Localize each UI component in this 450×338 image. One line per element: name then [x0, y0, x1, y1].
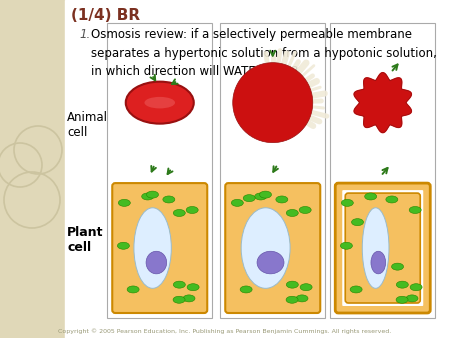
- FancyBboxPatch shape: [112, 183, 207, 313]
- Polygon shape: [354, 73, 411, 132]
- Text: Animal
cell: Animal cell: [67, 111, 108, 139]
- Ellipse shape: [134, 208, 171, 288]
- Ellipse shape: [146, 251, 166, 274]
- Ellipse shape: [409, 207, 421, 214]
- Ellipse shape: [183, 295, 195, 302]
- Bar: [0, 0, 65, 338]
- FancyBboxPatch shape: [342, 190, 423, 306]
- Ellipse shape: [371, 251, 386, 274]
- Ellipse shape: [127, 286, 139, 293]
- Ellipse shape: [173, 296, 185, 303]
- Ellipse shape: [257, 251, 284, 274]
- Ellipse shape: [362, 208, 389, 288]
- Ellipse shape: [187, 284, 199, 291]
- Text: Osmosis review: if a selectively permeable membrane
separates a hypertonic solut: Osmosis review: if a selectively permeab…: [91, 28, 437, 78]
- Ellipse shape: [118, 199, 130, 207]
- Ellipse shape: [350, 286, 362, 293]
- Ellipse shape: [341, 199, 353, 207]
- Ellipse shape: [286, 210, 298, 216]
- Ellipse shape: [392, 263, 404, 270]
- Ellipse shape: [396, 281, 408, 288]
- Ellipse shape: [117, 242, 130, 249]
- Ellipse shape: [186, 207, 198, 214]
- FancyBboxPatch shape: [335, 183, 430, 313]
- FancyBboxPatch shape: [107, 23, 212, 318]
- Text: 1.: 1.: [79, 28, 90, 41]
- Ellipse shape: [300, 284, 312, 291]
- Ellipse shape: [351, 219, 364, 226]
- Ellipse shape: [173, 210, 185, 216]
- Ellipse shape: [296, 295, 308, 302]
- Ellipse shape: [142, 193, 154, 200]
- Ellipse shape: [173, 281, 185, 288]
- Ellipse shape: [243, 195, 255, 202]
- FancyBboxPatch shape: [330, 23, 435, 318]
- Ellipse shape: [410, 284, 422, 291]
- FancyBboxPatch shape: [220, 23, 325, 318]
- Ellipse shape: [286, 296, 298, 303]
- Text: Plant
cell: Plant cell: [67, 226, 104, 254]
- Ellipse shape: [406, 295, 418, 302]
- Ellipse shape: [163, 196, 175, 203]
- Ellipse shape: [286, 281, 298, 288]
- FancyBboxPatch shape: [345, 193, 420, 303]
- Ellipse shape: [340, 242, 352, 249]
- Ellipse shape: [240, 286, 252, 293]
- Ellipse shape: [255, 193, 267, 200]
- Ellipse shape: [147, 191, 158, 198]
- Ellipse shape: [144, 97, 175, 108]
- Ellipse shape: [126, 82, 194, 124]
- Ellipse shape: [233, 63, 313, 143]
- Ellipse shape: [396, 296, 408, 303]
- Ellipse shape: [386, 196, 398, 203]
- Ellipse shape: [276, 196, 288, 203]
- Ellipse shape: [231, 199, 243, 207]
- Ellipse shape: [364, 193, 377, 200]
- Text: (1/4) BR: (1/4) BR: [71, 8, 140, 23]
- Bar: [65, 0, 450, 338]
- Ellipse shape: [299, 207, 311, 214]
- Ellipse shape: [260, 191, 271, 198]
- FancyBboxPatch shape: [225, 183, 320, 313]
- Ellipse shape: [241, 208, 290, 288]
- Text: Copyright © 2005 Pearson Education, Inc. Publishing as Pearson Benjamin Cummings: Copyright © 2005 Pearson Education, Inc.…: [58, 328, 392, 334]
